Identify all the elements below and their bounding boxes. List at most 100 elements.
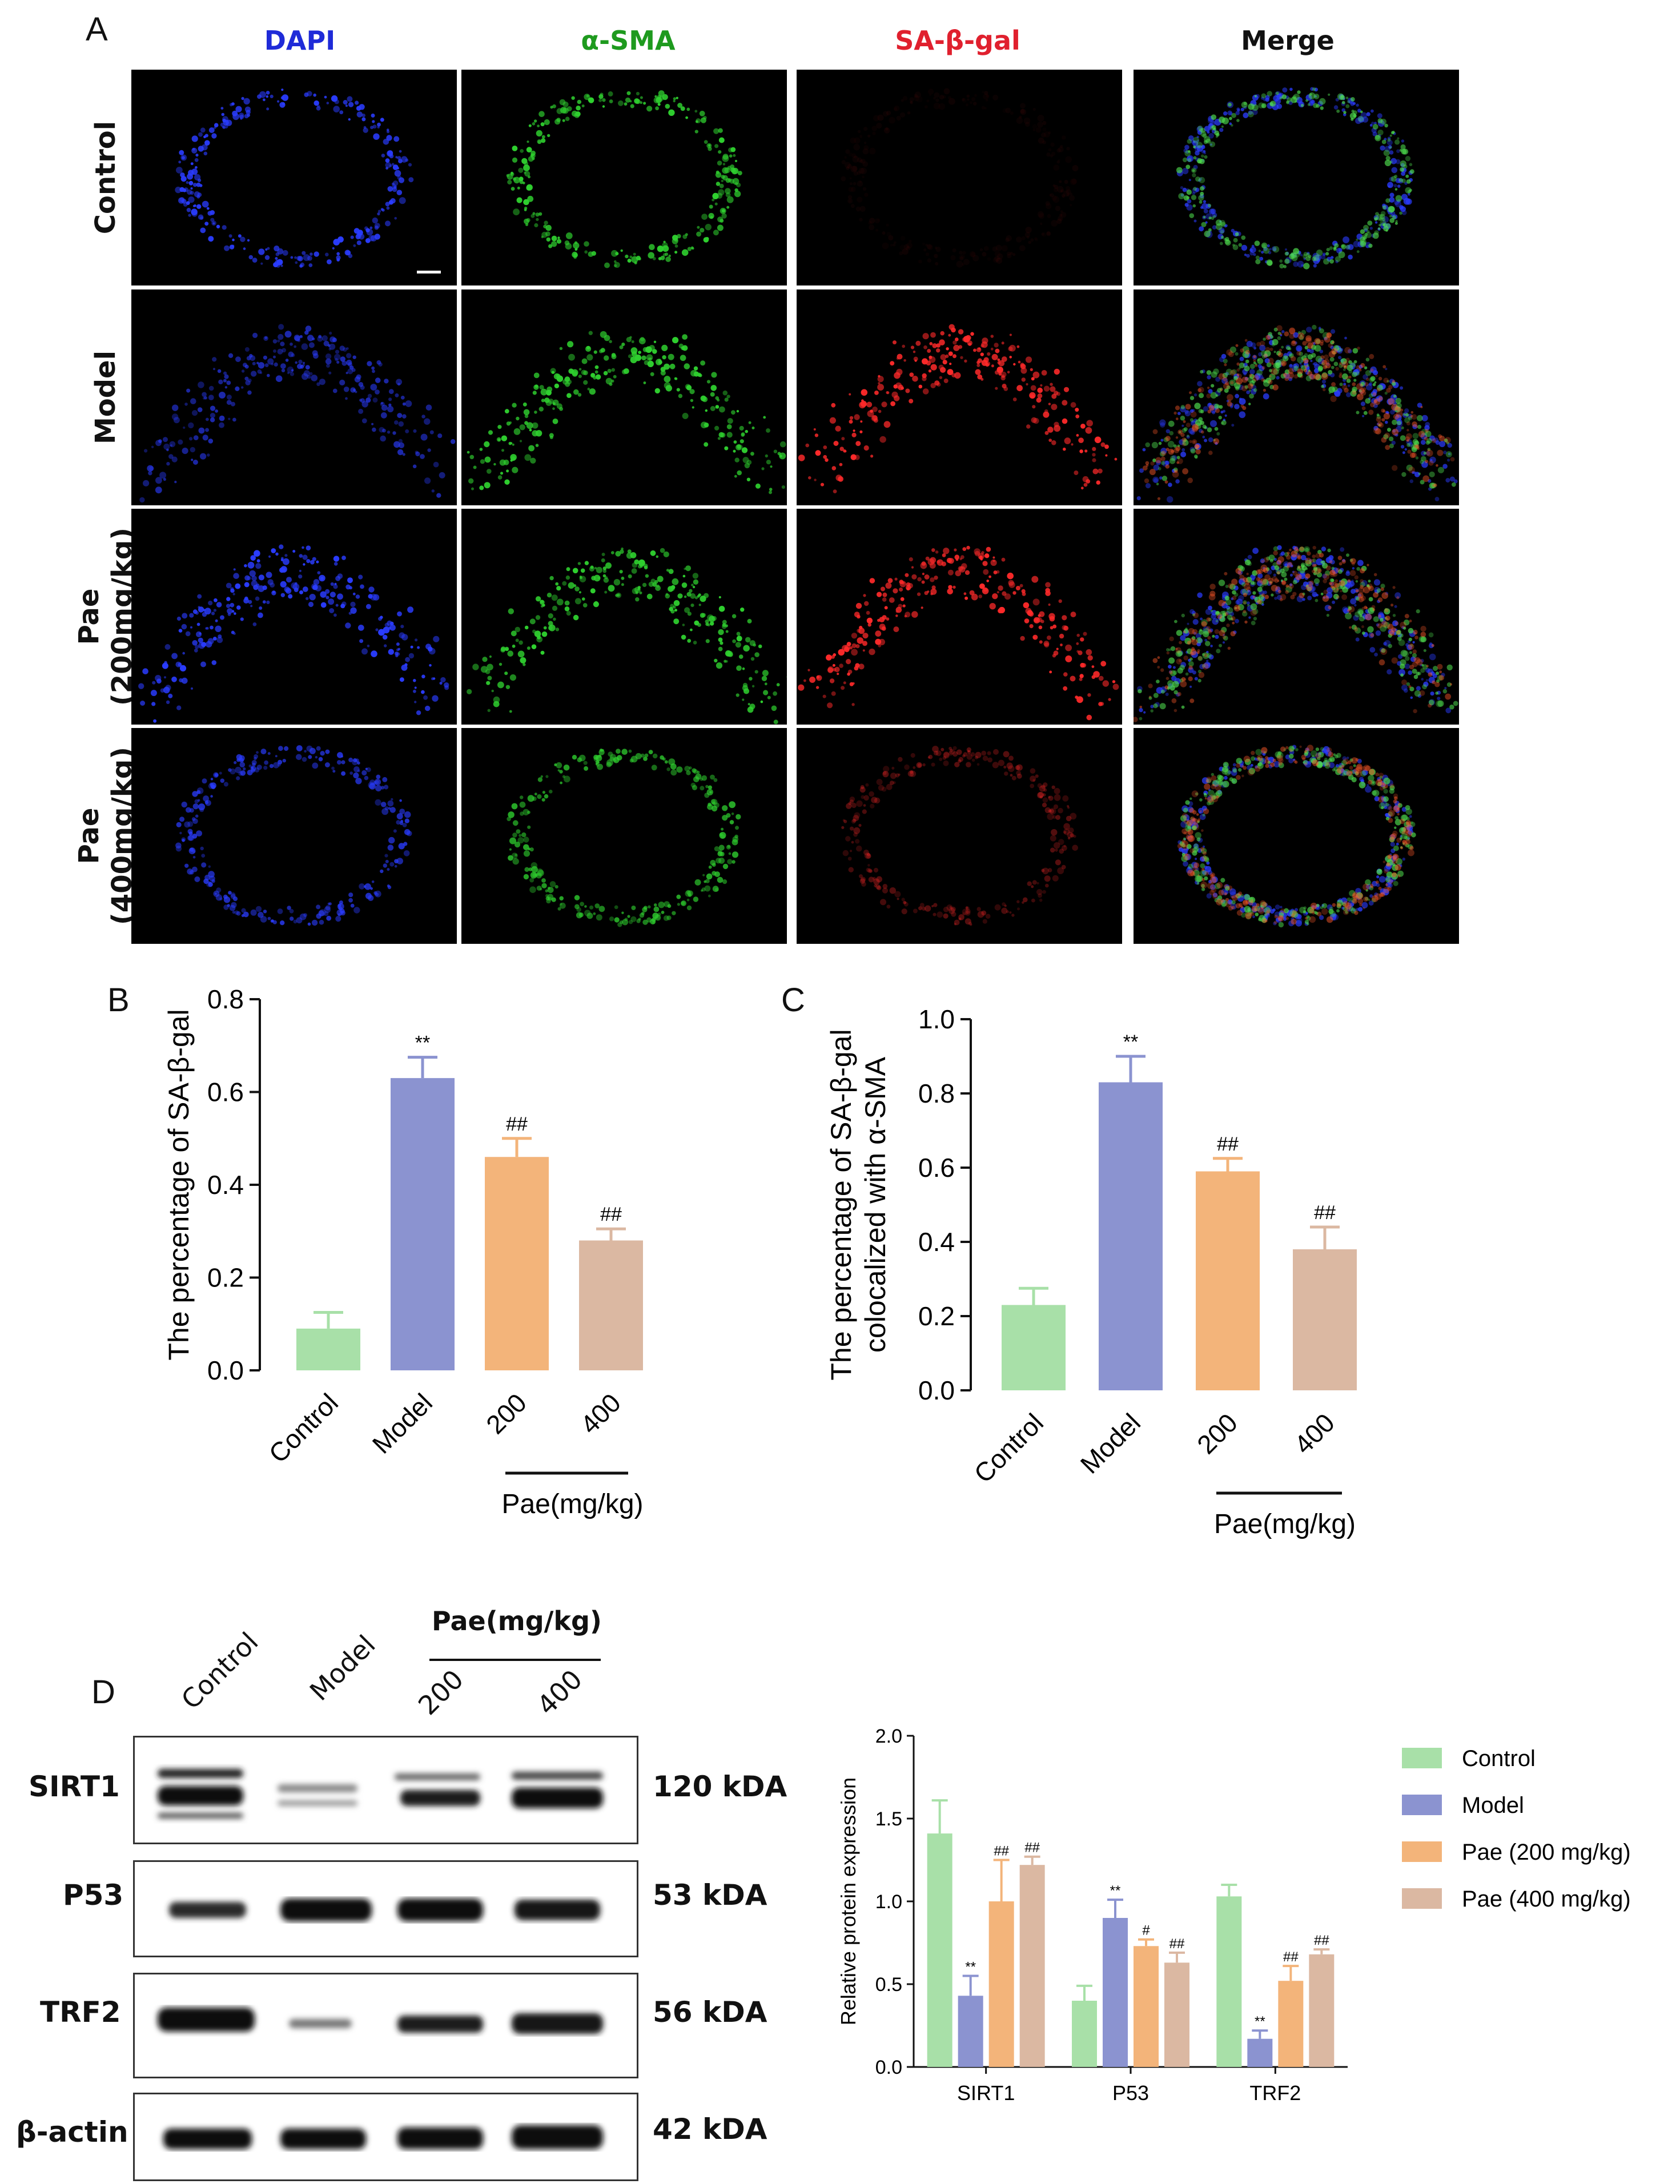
cell-dot [1181,613,1185,618]
cell-dot [390,621,394,626]
cell-dot [1229,379,1236,386]
cell-dot [309,747,316,754]
cell-dot [632,562,638,568]
cell-dot [1323,258,1329,265]
cell-dot [388,649,394,655]
cell-dot [1176,630,1183,636]
cell-dot [1261,251,1264,254]
cell-dot [549,881,556,887]
cell-dot [388,403,392,407]
cell-dot [1370,366,1377,373]
cell-dot [905,388,910,393]
cell-dot [863,594,866,597]
cell-dot [766,460,771,465]
cell-dot [345,397,348,400]
cell-dot [1180,635,1186,641]
cell-dot [646,354,653,361]
cell-dot [628,574,632,578]
cell-dot [1190,411,1197,418]
cell-dot [665,593,669,596]
cell-dot [1319,98,1326,105]
cell-dot [1383,413,1390,420]
cell-dot [948,585,952,589]
cell-dot [1157,666,1160,669]
cell-dot [1273,363,1280,369]
cell-dot [223,782,228,787]
cell-dot [549,433,554,438]
cell-dot [1019,245,1026,251]
cell-dot [690,628,693,632]
cell-dot [1412,641,1415,643]
cell-dot [1177,691,1181,697]
cell-dot [508,441,512,445]
cell-dot [696,118,701,123]
cell-dot [143,480,150,486]
cell-dot [1149,469,1156,476]
cell-dot [1192,136,1200,143]
cell-dot [692,247,694,250]
cell-dot [1269,347,1273,351]
cell-dot [705,237,709,241]
cell-dot [1221,222,1226,227]
cell-dot [191,147,198,154]
cell-dot [641,355,646,361]
cell-dot [1199,429,1203,433]
cell-dot [1322,595,1329,602]
cell-dot [287,906,291,910]
cell-dot [260,262,263,265]
cell-dot [1047,636,1051,640]
cell-dot [682,574,686,578]
cell-dot [857,157,862,163]
cell-dot [280,363,286,369]
cell-dot [198,132,203,137]
cell-dot [872,407,878,412]
cell-dot [1377,118,1383,124]
tissue-layer [175,89,414,268]
cell-dot [1412,424,1417,429]
cell-dot [621,749,628,755]
cell-dot [1211,613,1216,620]
cell-dot [244,582,250,588]
cell-dot [1433,483,1437,487]
cell-dot [260,916,267,923]
cell-dot [1199,200,1203,204]
cell-dot [1401,684,1408,691]
cell-dot [1449,476,1455,482]
cell-dot [223,119,229,126]
cell-dot [515,626,521,633]
cell-dot [181,837,186,842]
cell-dot [927,244,933,250]
cell-dot [1428,632,1434,638]
cell-dot [857,629,861,633]
cell-dot [1292,545,1296,550]
cell-dot [1414,657,1421,663]
cell-dot [905,612,911,618]
cell-dot [550,106,553,109]
cell-dot [519,424,525,431]
cell-dot [1307,371,1313,376]
cell-dot [755,483,761,489]
cell-dot [192,460,198,465]
cell-dot [361,418,367,424]
cell-dot [393,136,400,142]
cell-dot [1272,384,1279,391]
cell-dot [524,414,529,419]
cell-dot [1031,417,1037,423]
cell-dot [208,385,214,391]
cell-dot [1357,394,1360,397]
cell-dot [1436,679,1440,683]
cell-dot [1410,696,1413,699]
cell-dot [1301,365,1307,371]
cell-dot [866,401,873,408]
cell-dot [264,760,268,765]
cell-dot [1384,608,1390,615]
cell-dot [425,404,432,411]
cell-dot [531,866,538,873]
cell-dot [191,135,198,142]
cell-dot [910,101,913,104]
cell-dot [255,596,260,601]
cell-dot [1042,127,1047,132]
cell-dot [1048,403,1051,405]
cell-dot [1450,457,1455,462]
cell-dot [1064,437,1071,444]
